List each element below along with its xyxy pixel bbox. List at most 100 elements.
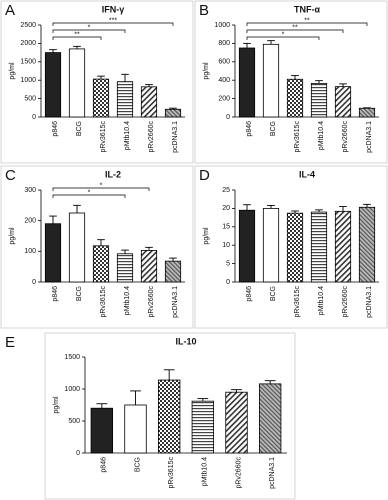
y-axis-label: pg/ml: [9, 62, 16, 80]
y-tick-label: 400: [218, 77, 230, 84]
panel-letter: C: [5, 167, 16, 184]
bar: [191, 400, 215, 454]
bar: [164, 260, 182, 283]
x-tick-label: pcDNA3.1: [172, 121, 179, 153]
x-tick-label: pRv3615c: [294, 286, 301, 318]
panel-frame: [0, 165, 194, 329]
bar: [310, 211, 328, 283]
y-axis-label: pg/ml: [9, 227, 16, 245]
y-axis-label: pg/ml: [203, 62, 210, 80]
x-tick-label: pRv2660c: [148, 121, 155, 153]
bar: [68, 212, 86, 283]
bar: [44, 223, 62, 283]
x-tick-label: p846: [52, 121, 59, 137]
bar: [334, 210, 352, 283]
chart-title: IFN-γ: [102, 4, 125, 14]
x-tick-label: pRv3615c: [168, 457, 175, 489]
y-tick-label: 0: [226, 114, 230, 121]
bar: [225, 391, 248, 454]
x-tick-label: pRv3615c: [100, 121, 107, 153]
significance-bracket: [52, 187, 150, 191]
chart-title: TNF-α: [294, 4, 320, 14]
y-tick-label: 5: [226, 260, 230, 267]
x-tick-label: p846: [246, 286, 253, 302]
significance-bracket: [52, 36, 102, 40]
x-tick-label: pcDNA3.1: [366, 121, 373, 153]
significance-label: *: [282, 31, 285, 38]
panel-letter: E: [5, 334, 15, 351]
bar: [262, 207, 280, 283]
x-tick-label: pcDNA3.1: [172, 286, 179, 318]
x-tick-label: pMtb10.4: [318, 121, 325, 150]
bar: [116, 253, 134, 283]
y-tick-label: 600: [218, 59, 230, 66]
bar: [90, 407, 114, 454]
bar: [262, 43, 280, 118]
bar: [157, 379, 181, 454]
significance-bracket: [246, 29, 344, 33]
chart-title: IL-4: [299, 169, 315, 179]
bar: [124, 404, 147, 454]
bar: [358, 107, 376, 118]
y-tick-label: 2500: [20, 22, 36, 29]
y-tick-label: 20: [222, 205, 230, 212]
bar: [258, 383, 282, 454]
y-tick-label: 1000: [64, 386, 80, 393]
y-tick-label: 500: [24, 95, 36, 102]
significance-bracket: [52, 22, 174, 26]
x-tick-label: pRv2660c: [148, 286, 155, 318]
panel-letter: A: [5, 2, 15, 19]
panel-letter: D: [199, 167, 210, 184]
bar: [358, 206, 376, 283]
y-axis-label: pg/ml: [203, 227, 210, 245]
significance-label: *: [100, 182, 103, 189]
y-tick-label: 1500: [64, 354, 80, 361]
panel-frame: [194, 165, 388, 329]
x-tick-label: BCG: [76, 286, 83, 301]
significance-label: **: [292, 24, 298, 31]
bar: [116, 81, 134, 118]
x-tick-label: pMtb10.4: [318, 286, 325, 315]
x-tick-label: pRv3615c: [294, 121, 301, 153]
significance-label: **: [304, 17, 310, 24]
significance-label: ***: [109, 17, 117, 24]
x-tick-label: pcDNA3.1: [269, 457, 276, 489]
x-tick-label: p846: [52, 286, 59, 302]
y-tick-label: 800: [218, 40, 230, 47]
bar: [140, 86, 158, 118]
bar: [238, 47, 256, 118]
significance-bracket: [52, 29, 126, 33]
y-tick-label: 0: [32, 279, 36, 286]
y-tick-label: 200: [24, 218, 36, 225]
significance-label: *: [88, 189, 91, 196]
y-tick-label: 0: [32, 114, 36, 121]
significance-bracket: [52, 194, 126, 198]
bar: [92, 78, 110, 118]
significance-bracket: [246, 36, 320, 40]
y-tick-label: 300: [24, 187, 36, 194]
x-tick-label: BCG: [76, 121, 83, 136]
x-tick-label: pRv3615c: [100, 286, 107, 318]
bar: [92, 245, 110, 283]
y-tick-label: 10: [222, 242, 230, 249]
x-tick-label: pMtb10.4: [124, 121, 131, 150]
y-tick-label: 500: [68, 418, 80, 425]
x-tick-label: pMtb10.4: [202, 457, 209, 486]
bar: [286, 212, 304, 283]
significance-label: **: [74, 31, 80, 38]
y-tick-label: 0: [226, 279, 230, 286]
bar: [310, 83, 328, 118]
bar: [140, 250, 158, 283]
y-tick-label: 100: [24, 248, 36, 255]
bar: [164, 108, 182, 118]
y-tick-label: 1500: [20, 59, 36, 66]
y-tick-label: 15: [222, 224, 230, 231]
x-tick-label: p846: [246, 121, 253, 137]
x-tick-label: BCG: [270, 121, 277, 136]
panel-frame: [44, 332, 296, 500]
x-tick-label: p846: [101, 457, 108, 473]
bar: [286, 78, 304, 118]
bar: [334, 86, 352, 118]
significance-bracket: [246, 22, 368, 26]
chart-title: IL-2: [105, 169, 121, 179]
